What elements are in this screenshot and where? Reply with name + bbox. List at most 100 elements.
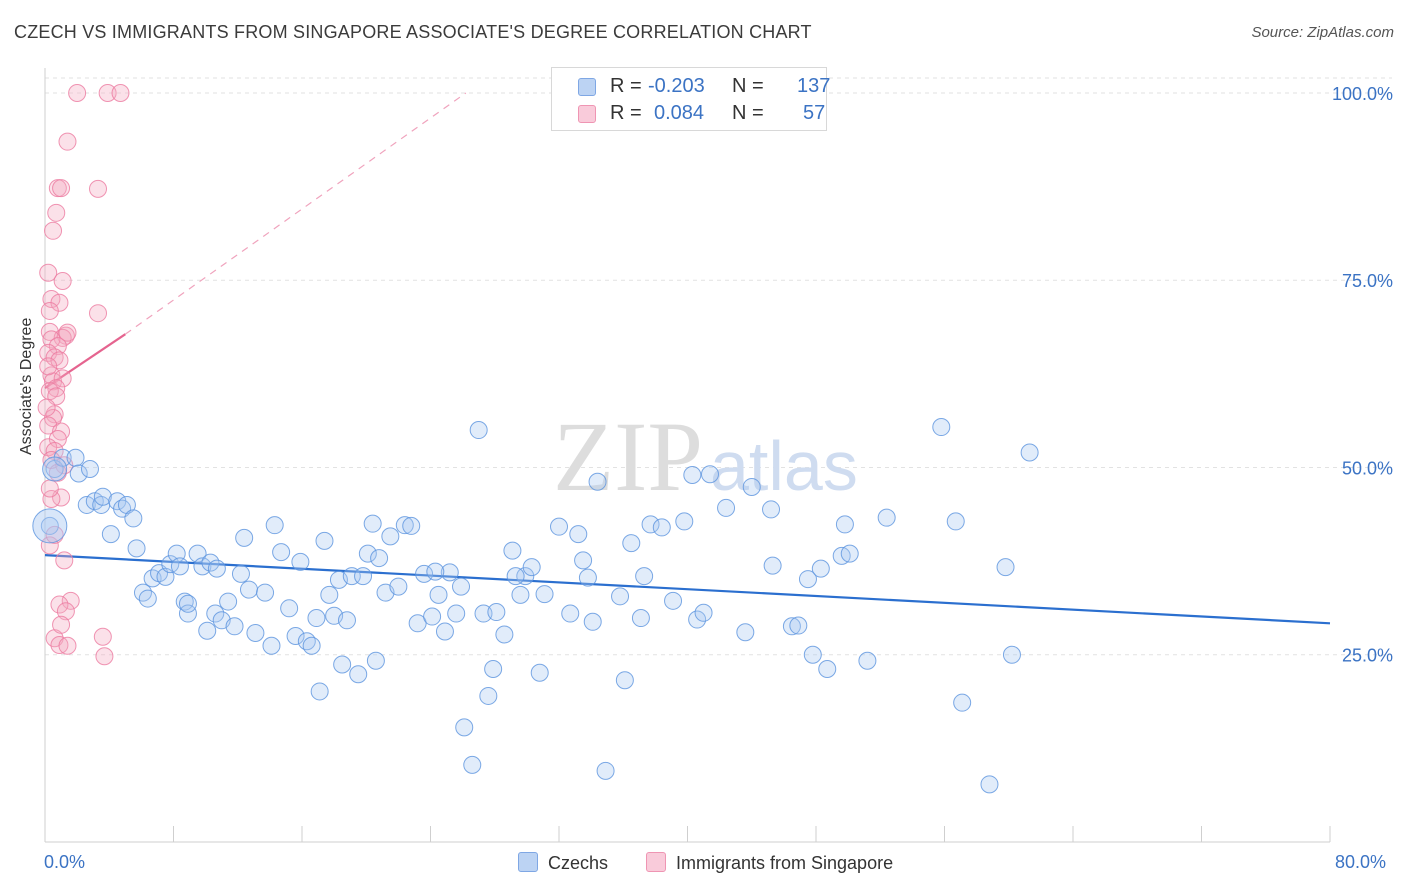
singapore-point — [39, 263, 58, 282]
czech-point — [447, 604, 466, 623]
czech-point — [246, 624, 265, 643]
czech-point — [402, 516, 421, 535]
singapore-point — [98, 83, 117, 102]
singapore-point — [37, 398, 56, 417]
czech-point — [550, 517, 568, 536]
singapore-point — [68, 83, 87, 102]
czech-point — [53, 448, 72, 467]
czech-point — [522, 558, 541, 577]
singapore-point — [48, 337, 67, 356]
singapore-point — [52, 179, 71, 198]
czech-point — [138, 589, 157, 608]
singapore-point — [95, 647, 114, 666]
legend-n-value: 57 — [803, 102, 826, 124]
czech-point — [811, 559, 830, 578]
czech-point — [358, 544, 377, 563]
singapore-trend-extension — [124, 92, 467, 335]
czech-point — [495, 625, 514, 644]
czech-point — [366, 651, 385, 670]
czech-point — [178, 604, 197, 623]
czech-point — [429, 585, 448, 604]
czech-point — [511, 585, 530, 604]
czech-point — [389, 577, 408, 596]
bottom-legend-czechs-swatch — [518, 852, 538, 872]
czech-point — [381, 527, 400, 546]
czech-point — [675, 512, 694, 531]
bottom-legend-singapore: Immigrants from Singapore — [646, 852, 893, 874]
singapore-point — [52, 615, 71, 634]
czech-point — [127, 539, 146, 558]
singapore-point — [53, 328, 72, 347]
czech-point — [479, 686, 498, 705]
czech-point — [452, 577, 471, 596]
x-tick-max: 80.0% — [1335, 852, 1387, 872]
legend-swatch-czechs — [578, 78, 596, 96]
singapore-point — [40, 301, 59, 320]
singapore-point — [55, 456, 74, 475]
czech-point — [789, 616, 808, 635]
czech-point — [286, 627, 305, 646]
czech-point — [700, 465, 719, 484]
czech-point — [506, 567, 525, 586]
singapore-point — [44, 221, 63, 240]
czech-point — [395, 516, 414, 535]
czech-point — [363, 514, 382, 533]
czech-point — [463, 755, 482, 774]
czech-point — [487, 603, 506, 622]
czech-point — [133, 583, 152, 602]
czech-point-large — [32, 508, 68, 544]
singapore-point — [89, 304, 108, 323]
czech-point — [736, 623, 755, 642]
czech-point — [337, 611, 356, 630]
czech-point — [877, 508, 896, 527]
czech-point — [763, 556, 782, 575]
czech-point — [265, 516, 284, 535]
czech-point — [946, 512, 965, 531]
watermark-atlas: atlas — [710, 427, 858, 505]
singapore-point — [58, 636, 77, 655]
czech-point — [307, 609, 326, 628]
czech-point — [664, 591, 683, 610]
singapore-point — [39, 343, 58, 362]
watermark-zip: ZIP — [553, 401, 703, 512]
czech-trend-line — [44, 554, 1331, 625]
czech-point — [932, 418, 951, 437]
singapore-point — [93, 627, 112, 646]
czech-point — [535, 585, 554, 604]
czech-point — [124, 509, 143, 528]
czech-point — [280, 599, 299, 618]
czech-point — [426, 562, 445, 581]
czech-point — [840, 544, 859, 563]
czech-point — [178, 594, 197, 613]
czech-point — [652, 518, 671, 537]
czech-point — [782, 617, 801, 636]
czech-point — [349, 665, 368, 684]
singapore-trend-line — [44, 333, 126, 390]
czech-point — [596, 761, 615, 780]
bottom-legend-czechs-label: Czechs — [548, 853, 609, 873]
stats-legend: R = -0.203 N = 137 R = 0.084 N = 57 — [551, 67, 831, 131]
czech-point — [803, 645, 822, 664]
czech-point — [207, 559, 226, 578]
czech-point — [530, 663, 549, 682]
legend-n-label: N = — [732, 75, 764, 97]
czech-point — [503, 541, 522, 560]
singapore-point — [47, 203, 66, 222]
czech-point — [435, 622, 454, 641]
czech-point — [953, 693, 972, 712]
bottom-legend-singapore-label: Immigrants from Singapore — [676, 853, 894, 873]
czech-point — [370, 549, 389, 568]
czech-point — [225, 617, 244, 636]
singapore-point — [50, 595, 69, 614]
legend-n-value: 137 — [797, 75, 831, 97]
source-label: Source: ZipAtlas.com — [1251, 24, 1394, 41]
czech-point — [641, 515, 660, 534]
czech-point — [516, 567, 535, 586]
legend-r-value: 0.084 — [654, 102, 705, 124]
czech-point — [69, 464, 88, 483]
singapore-point — [56, 602, 75, 621]
czech-point — [455, 718, 474, 737]
czech-point — [415, 564, 434, 583]
czech-point — [219, 592, 238, 611]
czech-point — [469, 421, 488, 440]
